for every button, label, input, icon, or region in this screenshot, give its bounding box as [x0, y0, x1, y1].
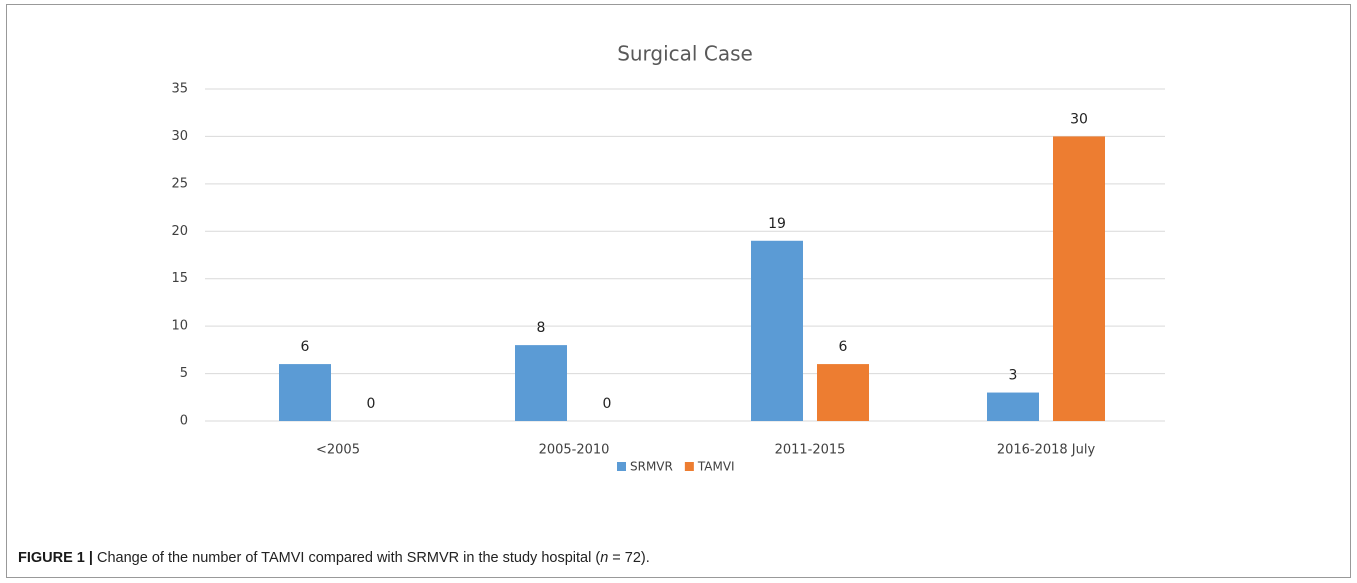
legend-swatch — [617, 462, 626, 471]
x-tick-label: 2011-2015 — [775, 443, 846, 458]
y-tick-label: 0 — [180, 414, 188, 429]
caption-variable: n — [600, 550, 609, 566]
figure-border — [6, 4, 1351, 578]
chart-title: Surgical Case — [617, 42, 753, 66]
x-tick-label: 2005-2010 — [539, 443, 610, 458]
value-label: 6 — [839, 339, 848, 355]
value-label: 8 — [537, 320, 546, 336]
bar — [279, 364, 331, 421]
value-label: 0 — [603, 396, 612, 412]
bar — [515, 345, 567, 421]
caption-text: Change of the number of TAMVI compared w… — [97, 550, 601, 566]
value-label: 0 — [367, 396, 376, 412]
legend-label: TAMVI — [697, 460, 735, 474]
bar — [751, 240, 803, 421]
y-tick-label: 30 — [171, 129, 188, 144]
bar — [987, 392, 1039, 421]
caption-label: FIGURE 1 | — [18, 550, 93, 566]
value-label: 30 — [1070, 111, 1088, 127]
y-tick-label: 25 — [171, 176, 188, 191]
caption-rest: = 72). — [608, 550, 650, 566]
value-label: 6 — [301, 339, 310, 355]
value-label: 3 — [1009, 368, 1018, 384]
bar — [1053, 136, 1105, 421]
x-tick-label: <2005 — [316, 443, 360, 458]
y-tick-label: 5 — [180, 366, 188, 381]
y-tick-label: 10 — [171, 319, 188, 334]
y-tick-label: 15 — [171, 271, 188, 286]
legend-label: SRMVR — [630, 460, 673, 474]
bar — [817, 364, 869, 421]
y-tick-label: 35 — [171, 82, 188, 97]
value-label: 19 — [768, 216, 786, 232]
x-tick-label: 2016-2018 July — [997, 443, 1096, 458]
figure-caption: FIGURE 1 | Change of the number of TAMVI… — [18, 550, 650, 566]
y-tick-label: 20 — [171, 224, 188, 239]
legend-swatch — [684, 462, 694, 471]
